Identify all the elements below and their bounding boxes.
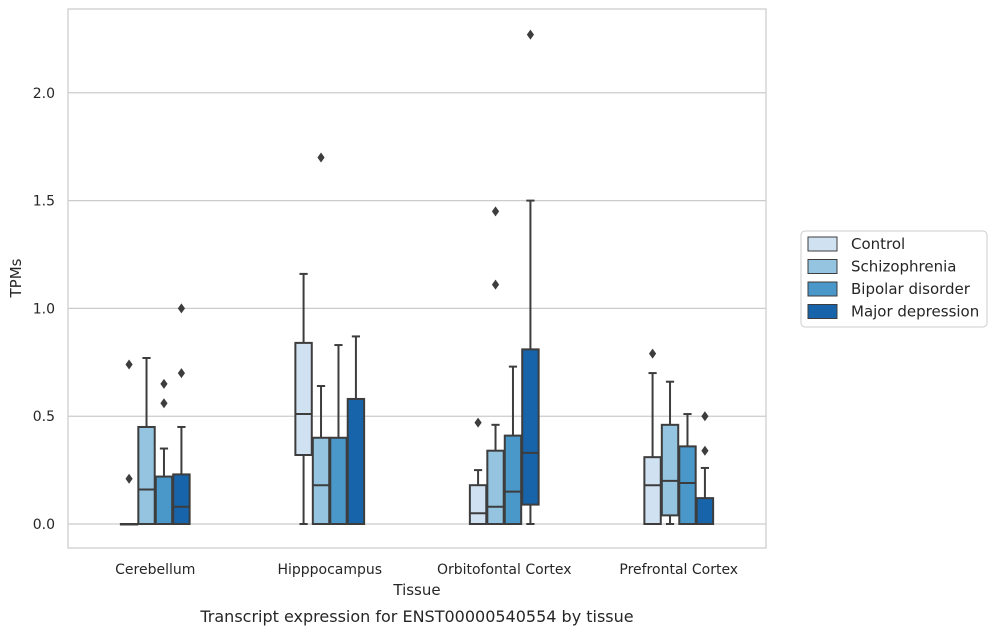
box-iqr bbox=[137, 425, 156, 526]
box-iqr bbox=[294, 341, 313, 457]
plot-area-frame bbox=[67, 8, 767, 549]
box-iqr bbox=[329, 436, 348, 526]
outlier-point bbox=[160, 398, 168, 409]
legend-swatch bbox=[807, 259, 838, 274]
y-tick-label: 1.5 bbox=[33, 194, 55, 210]
box-group bbox=[346, 335, 366, 525]
x-tick-label: Cerebellum bbox=[115, 562, 195, 578]
chart-caption: Transcript expression for ENST0000054055… bbox=[199, 607, 633, 626]
x-tick-label: Hipppocampus bbox=[277, 562, 382, 578]
legend-label: Control bbox=[851, 235, 905, 253]
box-iqr bbox=[521, 348, 540, 506]
y-tick-label: 0.5 bbox=[33, 409, 55, 425]
outlier-point bbox=[491, 279, 500, 290]
box-group bbox=[486, 206, 505, 526]
outlier-point bbox=[701, 445, 709, 456]
outlier-point bbox=[526, 29, 535, 40]
box-group bbox=[137, 356, 156, 526]
x-axis-title: Tissue bbox=[392, 581, 440, 599]
legend-swatch bbox=[807, 236, 838, 252]
legend-label: Bipolar disorder bbox=[851, 280, 971, 298]
legend-label: Schizophrenia bbox=[851, 258, 956, 276]
x-tick-label: Orbitofontal Cortex bbox=[437, 562, 572, 578]
box-group bbox=[154, 378, 174, 525]
box-iqr bbox=[678, 445, 697, 525]
box-iqr bbox=[154, 475, 174, 525]
box-group bbox=[521, 29, 540, 525]
box-group bbox=[660, 380, 680, 525]
outlier-point bbox=[125, 359, 133, 370]
outlier-point bbox=[125, 473, 133, 484]
box-group bbox=[294, 272, 313, 525]
box-group bbox=[329, 344, 348, 526]
outlier-point bbox=[177, 368, 186, 379]
outlier-point bbox=[648, 348, 657, 359]
box-group bbox=[643, 348, 662, 525]
box-iqr bbox=[660, 423, 680, 517]
box-iqr bbox=[503, 434, 523, 525]
box-iqr bbox=[643, 456, 662, 525]
y-tick-label: 2.0 bbox=[33, 86, 55, 102]
box-iqr bbox=[311, 436, 331, 526]
legend-frame bbox=[800, 230, 988, 328]
outlier-point bbox=[491, 206, 500, 217]
outlier-point bbox=[177, 303, 186, 314]
box-iqr bbox=[695, 497, 715, 525]
box-iqr bbox=[468, 484, 488, 525]
y-tick-label: 0.0 bbox=[33, 517, 55, 533]
legend-items: Control Schizophrenia Bipolar disorder Majo… bbox=[807, 235, 979, 321]
box-group bbox=[119, 359, 139, 526]
boxes-layer bbox=[119, 29, 715, 526]
box-iqr bbox=[486, 449, 505, 526]
legend-swatch bbox=[807, 304, 838, 319]
box-group bbox=[695, 411, 715, 525]
legend-label: Major depression bbox=[851, 303, 979, 321]
y-tick-labels: 0.0 0.5 1.0 1.5 2.0 bbox=[33, 86, 55, 533]
outlier-point bbox=[160, 378, 168, 389]
outlier-point bbox=[474, 417, 482, 428]
y-axis-title: TPMs bbox=[7, 258, 25, 298]
box-group bbox=[503, 365, 523, 525]
box-group bbox=[172, 303, 191, 525]
box-iqr bbox=[172, 473, 191, 525]
box-iqr bbox=[346, 397, 366, 525]
box-group bbox=[311, 152, 331, 526]
y-tick-label: 1.0 bbox=[33, 301, 55, 317]
legend: Control Schizophrenia Bipolar disorder Majo… bbox=[800, 230, 988, 328]
outlier-point bbox=[701, 411, 709, 422]
outlier-point bbox=[317, 152, 325, 163]
x-tick-label: Prefrontal Cortex bbox=[619, 562, 738, 578]
x-tick-labels: Cerebellum Hipppocampus Orbitofontal Corte… bbox=[115, 562, 738, 578]
box-group bbox=[468, 417, 488, 525]
legend-swatch bbox=[807, 281, 838, 297]
box-group bbox=[678, 413, 697, 525]
